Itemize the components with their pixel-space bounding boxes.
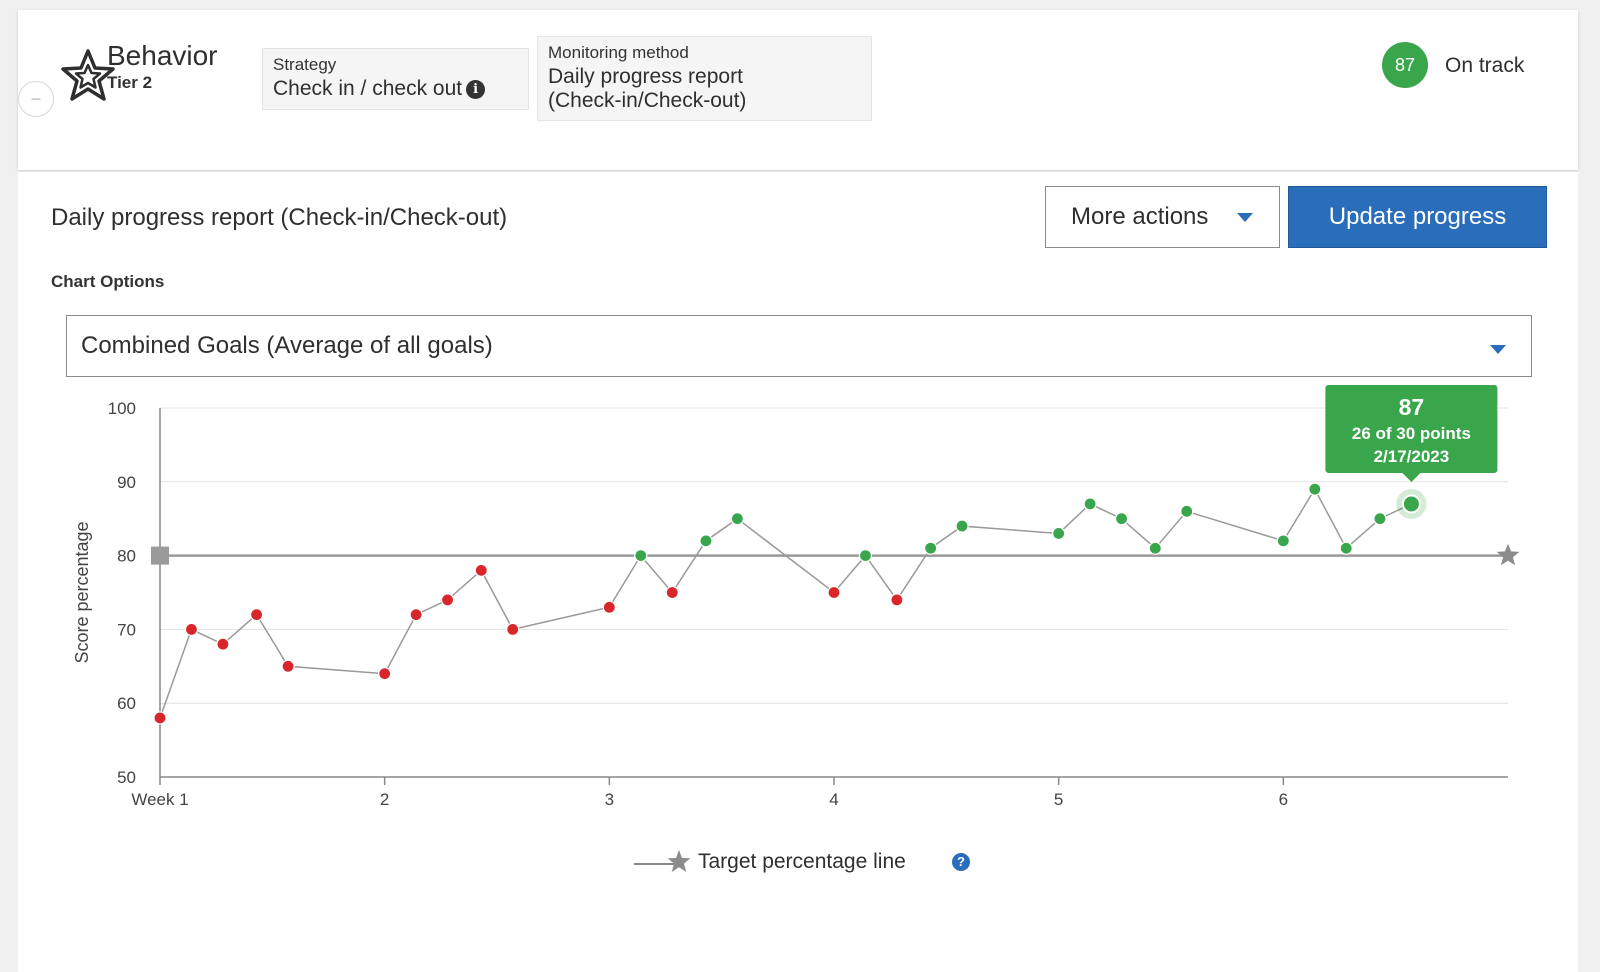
strategy-label: Strategy: [273, 55, 337, 74]
more-actions-button[interactable]: More actions: [1045, 186, 1280, 248]
report-title: Daily progress report (Check-in/Check-ou…: [51, 204, 508, 231]
chevron-down-icon: [1237, 213, 1253, 222]
progress-chart: 50 60 70 80 90 100 Week 1 2 3 4 5 6 Score percentage…: [72, 384, 1520, 809]
x-tick-label: Week 1: [131, 790, 188, 809]
x-tick-label: 3: [605, 790, 614, 809]
score-badge: 87: [1382, 42, 1428, 88]
y-tick-label: 70: [117, 620, 136, 639]
chevron-down-icon: [1490, 345, 1506, 354]
y-tick-label: 90: [117, 473, 136, 492]
monitoring-value-line1: Daily progress report: [548, 65, 743, 88]
tooltip-value: 87: [1399, 394, 1425, 420]
tooltip-box: [1325, 384, 1498, 473]
data-point: [665, 585, 679, 600]
data-point: [1276, 534, 1290, 548]
y-tick-label: 60: [117, 694, 136, 713]
chart-options-select[interactable]: Combined Goals (Average of all goals): [66, 315, 1532, 377]
target-end-star: [1496, 543, 1520, 566]
data-point: [281, 659, 295, 673]
selected-option: Combined Goals (Average of all goals): [81, 332, 493, 359]
data-point: [216, 637, 230, 651]
data-point: [858, 548, 873, 563]
collapse-button[interactable]: −: [18, 81, 54, 117]
data-point: [890, 593, 904, 607]
star-outline-icon: [60, 48, 116, 109]
data-point: [602, 600, 616, 614]
x-tick-label: 2: [380, 790, 389, 809]
data-point: [1148, 541, 1162, 555]
data-point: [699, 534, 713, 548]
data-point: [184, 622, 199, 637]
data-point: [1308, 482, 1322, 496]
data-point: [634, 548, 648, 563]
chart-options-label: Chart Options: [51, 272, 165, 291]
monitoring-label: Monitoring method: [548, 43, 689, 62]
help-icon[interactable]: ?: [952, 853, 970, 871]
update-progress-button[interactable]: Update progress: [1288, 186, 1547, 248]
data-point: [1114, 512, 1129, 526]
y-tick-label: 100: [108, 399, 136, 418]
data-point: [506, 622, 520, 637]
monitoring-method-box: Monitoring method Daily progress report …: [537, 36, 872, 121]
data-point: [1373, 512, 1387, 526]
status-label: On track: [1445, 54, 1525, 77]
tier-label: Tier 2: [107, 73, 153, 92]
data-point: [1401, 494, 1421, 514]
series-line: [159, 487, 1412, 719]
y-axis-label: Score percentage: [72, 521, 92, 663]
y-tick-label: 80: [117, 547, 136, 566]
strategy-box: Strategy Check in / check out i: [262, 48, 529, 110]
data-point: [730, 512, 744, 526]
goal-area-title: Behavior: [107, 40, 218, 71]
target-start-marker: [151, 546, 169, 565]
data-point: [1083, 497, 1097, 511]
tooltip-date: 2/17/2023: [1374, 447, 1450, 466]
data-point: [153, 711, 167, 725]
x-tick-label: 4: [829, 790, 838, 809]
x-tick-label: 5: [1054, 790, 1063, 809]
data-point: [1339, 541, 1353, 555]
monitoring-value-line2: (Check-in/Check-out): [548, 89, 747, 112]
target-line-swatch: [634, 863, 684, 865]
data-point: [827, 585, 841, 600]
data-point: [440, 593, 455, 607]
data-point: [409, 608, 423, 622]
tooltip-points: 26 of 30 points: [1352, 424, 1471, 443]
y-tick-label: 50: [117, 768, 136, 787]
more-actions-label: More actions: [1071, 203, 1209, 230]
legend-label: Target percentage line: [698, 850, 906, 873]
data-point: [378, 667, 392, 681]
star-icon: [667, 849, 691, 879]
data-point: [1180, 504, 1194, 518]
data-point: [955, 519, 969, 533]
data-point: [474, 563, 488, 577]
x-tick-label: 6: [1279, 790, 1288, 809]
tooltip-pointer: [1402, 472, 1421, 482]
data-point: [924, 541, 938, 555]
progress-card: [18, 172, 1578, 972]
info-icon[interactable]: i: [466, 80, 486, 99]
strategy-value: Check in / check out i: [273, 77, 518, 101]
data-point: [1052, 526, 1066, 541]
data-point: [250, 608, 264, 622]
